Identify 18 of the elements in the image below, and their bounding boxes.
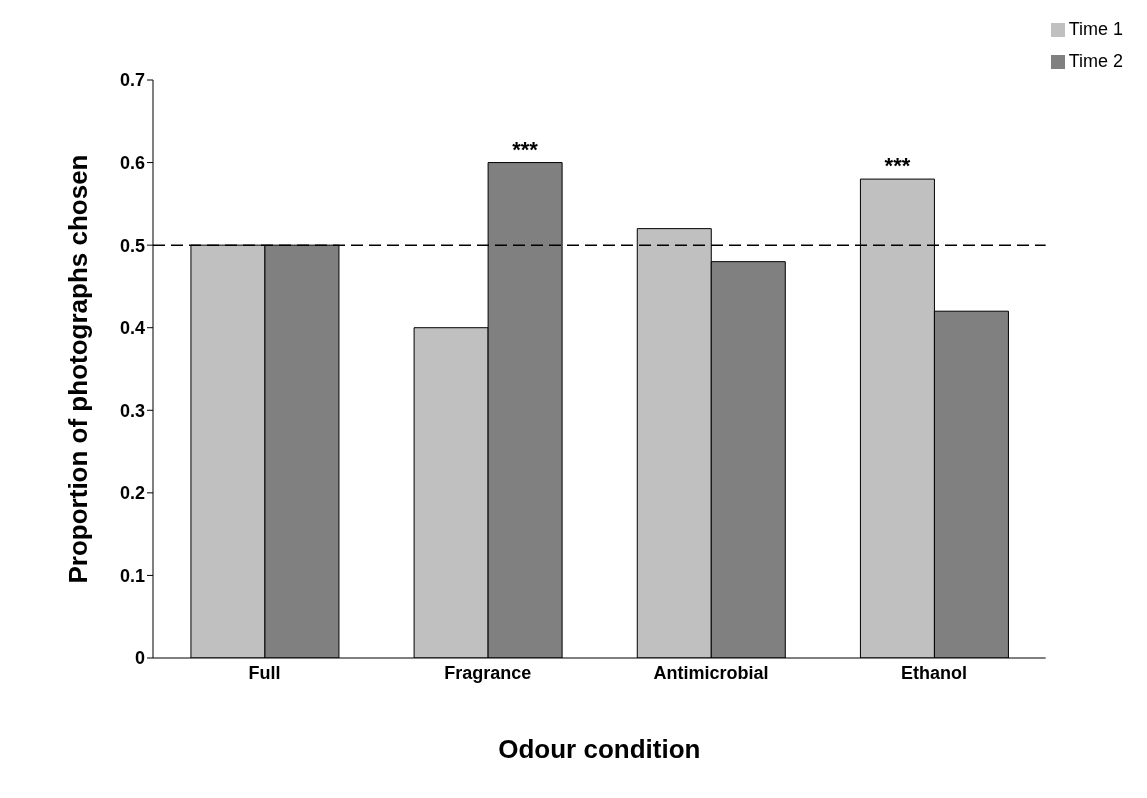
- x-tick-label: Antimicrobial: [653, 662, 769, 683]
- y-tick-label: 0.5: [119, 235, 145, 256]
- y-tick-label: 0.4: [119, 318, 145, 339]
- annotation: ***: [884, 153, 911, 179]
- legend-label: Time 1: [1068, 19, 1123, 39]
- y-tick-label: 0.2: [119, 483, 145, 504]
- y-tick-label: 0.7: [119, 70, 145, 91]
- y-tick-label: 0: [134, 648, 145, 669]
- y-tick-label: 0.3: [119, 400, 145, 421]
- annotation: ***: [512, 136, 539, 162]
- y-tick-label: 0.6: [119, 152, 145, 173]
- x-tick-label: Full: [248, 662, 281, 683]
- x-tick-label: Fragrance: [444, 662, 532, 683]
- legend-label: Time 2: [1068, 51, 1123, 71]
- x-tick-label: Ethanol: [901, 662, 968, 683]
- y-tick-label: 0.1: [119, 565, 145, 586]
- x-axis-title: Odour condition: [498, 734, 701, 764]
- y-axis-title: Proportion of photographs chosen: [63, 154, 94, 584]
